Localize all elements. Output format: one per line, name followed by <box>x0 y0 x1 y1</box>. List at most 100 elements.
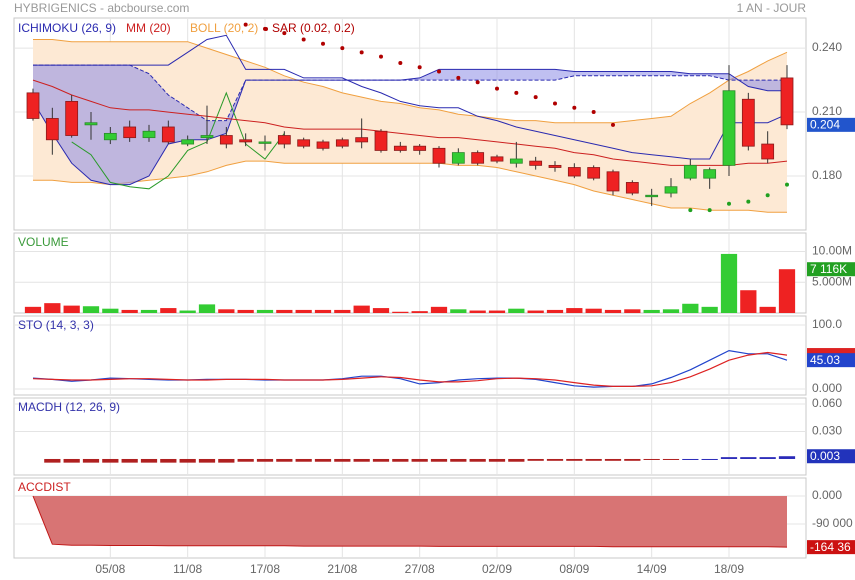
x-tick-label: 02/09 <box>482 562 512 576</box>
bar <box>353 305 370 313</box>
x-tick-label: 14/09 <box>637 562 667 576</box>
bar <box>63 305 80 313</box>
y-tick-label: 0.030 <box>812 424 842 438</box>
legend-label: BOLL (20, 2) <box>190 21 258 35</box>
bar <box>566 458 583 461</box>
sar-dot <box>746 199 751 204</box>
bar <box>430 306 448 313</box>
candle-body <box>103 132 117 141</box>
bar <box>140 309 158 313</box>
sar-dot <box>437 69 441 74</box>
bar <box>121 309 138 313</box>
plot-area <box>14 316 806 395</box>
candle-body <box>606 171 620 192</box>
candle-body <box>471 152 485 164</box>
last-value-label-box <box>807 449 855 464</box>
bar <box>411 458 428 462</box>
bar <box>237 458 254 462</box>
bar <box>450 309 467 313</box>
bar <box>256 458 274 462</box>
last-value-label: 0.003 <box>810 449 840 463</box>
candle-body <box>181 139 195 145</box>
candle-body <box>219 135 233 145</box>
bollinger-upper <box>33 39 788 124</box>
sar-dot <box>553 101 557 106</box>
last-value-label-box <box>807 262 855 277</box>
candle-body <box>703 169 717 179</box>
bar <box>546 309 564 313</box>
candle-body <box>316 141 330 149</box>
bar <box>546 458 564 461</box>
y-tick-label: 100.0 <box>812 317 842 331</box>
bar <box>643 309 660 313</box>
y-tick-label: 0.180 <box>812 168 842 182</box>
candle-body <box>548 164 562 168</box>
last-value-label: 45.03 <box>810 353 840 367</box>
x-tick-label: 27/08 <box>405 562 435 576</box>
candle-body <box>239 139 253 143</box>
sar-dot <box>417 65 422 70</box>
bar <box>295 309 312 313</box>
bar <box>237 309 254 313</box>
bar <box>44 303 61 313</box>
sar-dot <box>785 182 789 187</box>
chart-subtitle: 1 AN - JOUR <box>737 1 807 15</box>
bar <box>121 458 138 463</box>
x-tick-label: 17/08 <box>250 562 280 576</box>
ichimoku-span-b <box>32 68 787 186</box>
panel <box>13 315 807 396</box>
bar <box>179 310 196 313</box>
bollinger-lower <box>33 160 787 213</box>
sar-dot <box>765 193 770 198</box>
candle-body <box>413 145 427 151</box>
x-tick-label: 21/08 <box>327 562 357 576</box>
candle-body <box>509 158 523 164</box>
sar-dot <box>321 41 325 46</box>
bar <box>778 456 796 459</box>
panel <box>13 17 807 231</box>
candle-body <box>722 90 736 166</box>
candle-body <box>355 137 369 143</box>
panel-frame <box>13 315 807 396</box>
bar <box>372 308 390 313</box>
candle-body <box>142 130 156 139</box>
candle-body <box>161 126 175 143</box>
chart-title: HYBRIGENICS - abcbourse.com <box>14 1 189 15</box>
bar <box>682 458 699 460</box>
candle-body <box>277 135 291 145</box>
panel <box>13 397 807 476</box>
candle-body <box>683 164 697 179</box>
candle-body <box>123 126 137 139</box>
last-value-label-box <box>807 353 855 368</box>
sar-dot <box>398 61 403 66</box>
bar <box>276 458 293 462</box>
candle-body <box>65 100 79 136</box>
candle-body <box>393 145 407 151</box>
last-value-label-box <box>807 540 855 555</box>
sar-dot <box>340 46 345 51</box>
bar <box>527 458 544 461</box>
x-tick-label: 05/08 <box>95 562 125 576</box>
candle-body <box>664 186 678 194</box>
bar <box>295 458 312 462</box>
bar <box>392 458 409 462</box>
bar <box>256 309 274 313</box>
last-value-label: -164 36 <box>810 540 851 554</box>
bar <box>662 458 680 460</box>
bar <box>179 458 196 463</box>
bar <box>643 458 660 460</box>
y-tick-label: 5.000M <box>812 274 852 288</box>
bar <box>102 308 119 313</box>
sar-dot <box>243 22 248 27</box>
last-price-label-box <box>807 117 855 132</box>
candle-body <box>45 118 59 141</box>
moving-average <box>32 79 788 166</box>
bar <box>759 306 776 313</box>
candle-body <box>587 167 601 179</box>
sar-dot <box>688 208 693 213</box>
candle-body <box>529 160 543 166</box>
bar <box>314 309 332 313</box>
bar <box>624 309 641 313</box>
bar <box>334 458 351 462</box>
